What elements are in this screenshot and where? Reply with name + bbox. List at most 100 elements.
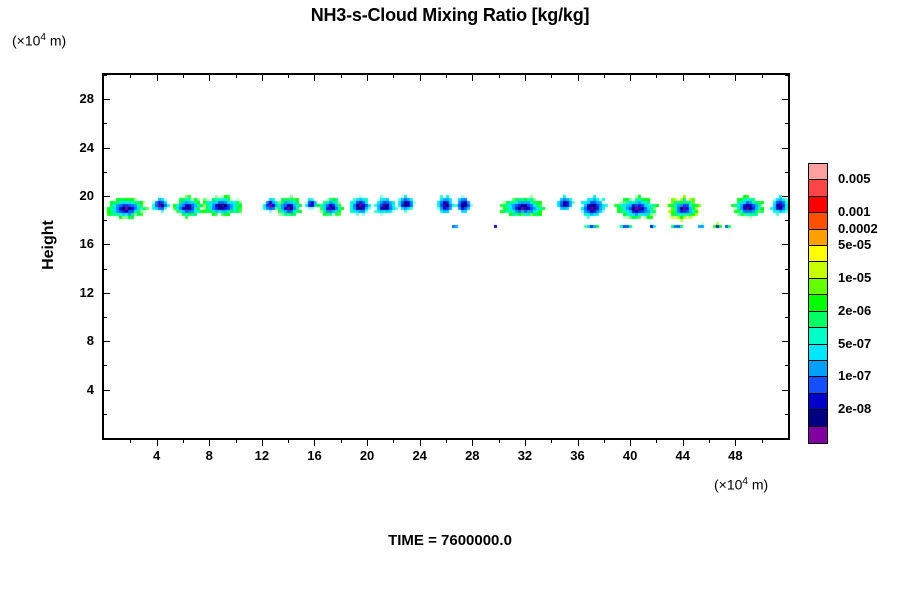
y-tick-major-right-16	[782, 244, 790, 246]
x-tick-label-4: 4	[152, 448, 161, 463]
colorbar-label-0: 0.005	[838, 171, 871, 187]
x-tick-minor-18	[340, 438, 342, 443]
x-tick-label-44: 44	[675, 448, 690, 463]
x-tick-label-40: 40	[622, 448, 638, 463]
x-tick-minor-22	[393, 438, 395, 443]
x-tick-minor-top-2	[130, 73, 132, 78]
y-tick-minor-22	[102, 171, 107, 173]
x-tick-minor-top-14	[288, 73, 290, 78]
colorbar-band-10	[809, 328, 827, 345]
colorbar-label-5: 2e-06	[838, 302, 872, 318]
x-tick-minor-top-46	[709, 73, 711, 78]
y-tick-major-28	[102, 99, 110, 101]
colorbar-band-1	[809, 180, 827, 197]
y-tick-minor-14	[102, 268, 107, 270]
x-tick-major-48	[735, 438, 737, 446]
y-tick-major-8	[102, 341, 110, 343]
y-tick-minor-10	[102, 317, 107, 318]
colorbar-label-7: 1e-07	[838, 368, 872, 384]
y-tick-major-20	[102, 196, 110, 197]
x-tick-minor-top-42	[656, 73, 658, 78]
colorbar-band-11	[809, 344, 827, 361]
y-axis-unit-label: (×104 m)	[12, 32, 66, 49]
x-tick-minor-14	[288, 438, 290, 443]
y-tick-major-24	[102, 147, 110, 149]
x-axis-unit-label: (×104 m)	[714, 476, 768, 493]
x-tick-minor-6	[182, 438, 184, 443]
colorbar-label-3: 5e-05	[838, 237, 872, 253]
x-tick-minor-38	[603, 438, 605, 443]
x-unit-exponent: 4	[742, 476, 748, 487]
x-tick-major-28	[472, 438, 474, 446]
x-tick-minor-30	[498, 438, 500, 443]
x-tick-label-8: 8	[205, 448, 213, 463]
x-tick-minor-42	[656, 438, 658, 443]
x-tick-label-36: 36	[570, 448, 585, 463]
y-tick-minor-right-10	[785, 317, 790, 318]
colorbar-band-4	[809, 229, 827, 247]
colorbar-band-12	[809, 360, 827, 378]
colorbar-band-0	[809, 164, 827, 181]
x-tick-major-32	[524, 438, 526, 446]
x-tick-major-4	[156, 438, 158, 446]
x-tick-label-16: 16	[307, 448, 322, 463]
x-tick-major-top-32	[524, 73, 526, 81]
x-unit-suffix: m)	[747, 476, 769, 493]
x-tick-major-16	[314, 438, 316, 446]
colorbar-band-13	[809, 377, 827, 394]
colorbar-band-9	[809, 311, 827, 329]
x-tick-major-top-44	[682, 73, 684, 81]
colorbar-band-8	[809, 295, 827, 312]
y-tick-major-4	[102, 389, 110, 391]
y-tick-major-12	[102, 292, 110, 294]
y-tick-major-right-4	[782, 389, 790, 391]
x-tick-label-24: 24	[412, 448, 427, 463]
x-tick-minor-top-10	[235, 73, 237, 78]
colorbar-band-15	[809, 410, 827, 427]
y-tick-minor-6	[102, 365, 107, 367]
y-tick-label-12: 12	[79, 284, 94, 300]
y-tick-major-16	[102, 244, 110, 246]
colorbar-label-8: 2e-08	[838, 401, 872, 417]
x-tick-minor-top-34	[551, 73, 553, 78]
y-tick-minor-right-18	[785, 220, 790, 222]
x-tick-minor-34	[551, 438, 553, 443]
x-tick-minor-top-30	[498, 73, 500, 78]
x-tick-major-top-36	[577, 73, 579, 81]
y-unit-exponent: 4	[40, 32, 46, 43]
y-tick-minor-30	[102, 75, 107, 76]
y-tick-label-8: 8	[86, 333, 94, 349]
x-tick-major-44	[682, 438, 684, 446]
x-tick-major-top-12	[261, 73, 263, 81]
x-tick-minor-26	[446, 438, 447, 443]
x-unit-prefix: (×10	[714, 476, 743, 493]
x-tick-minor-top-22	[393, 73, 395, 78]
y-tick-major-right-8	[782, 341, 790, 343]
x-tick-minor-top-50	[761, 73, 763, 78]
colorbar-band-6	[809, 262, 827, 279]
colorbar-band-14	[809, 393, 827, 411]
y-tick-minor-right-6	[785, 365, 790, 367]
y-tick-minor-26	[102, 123, 107, 125]
x-tick-minor-46	[709, 438, 711, 443]
page-title: NH3-s-Cloud Mixing Ratio [kg/kg]	[310, 5, 590, 25]
x-tick-minor-top-38	[603, 73, 605, 78]
x-tick-major-8	[209, 438, 211, 446]
x-tick-major-top-48	[735, 73, 737, 81]
y-tick-major-right-24	[782, 147, 790, 149]
x-tick-major-24	[419, 438, 421, 446]
colorbar-band-3	[809, 213, 827, 230]
x-tick-major-top-40	[630, 73, 632, 81]
y-tick-label-28: 28	[79, 91, 94, 107]
x-tick-minor-top-6	[182, 73, 184, 78]
x-tick-major-top-24	[419, 73, 421, 81]
contour-plot-canvas	[104, 75, 788, 438]
x-tick-major-top-16	[314, 73, 316, 81]
y-tick-minor-18	[102, 220, 107, 222]
y-tick-minor-2	[102, 413, 107, 415]
y-tick-label-16: 16	[79, 236, 94, 252]
y-tick-minor-right-2	[785, 413, 790, 415]
colorbar	[808, 163, 828, 444]
x-tick-label-48: 48	[728, 448, 743, 463]
